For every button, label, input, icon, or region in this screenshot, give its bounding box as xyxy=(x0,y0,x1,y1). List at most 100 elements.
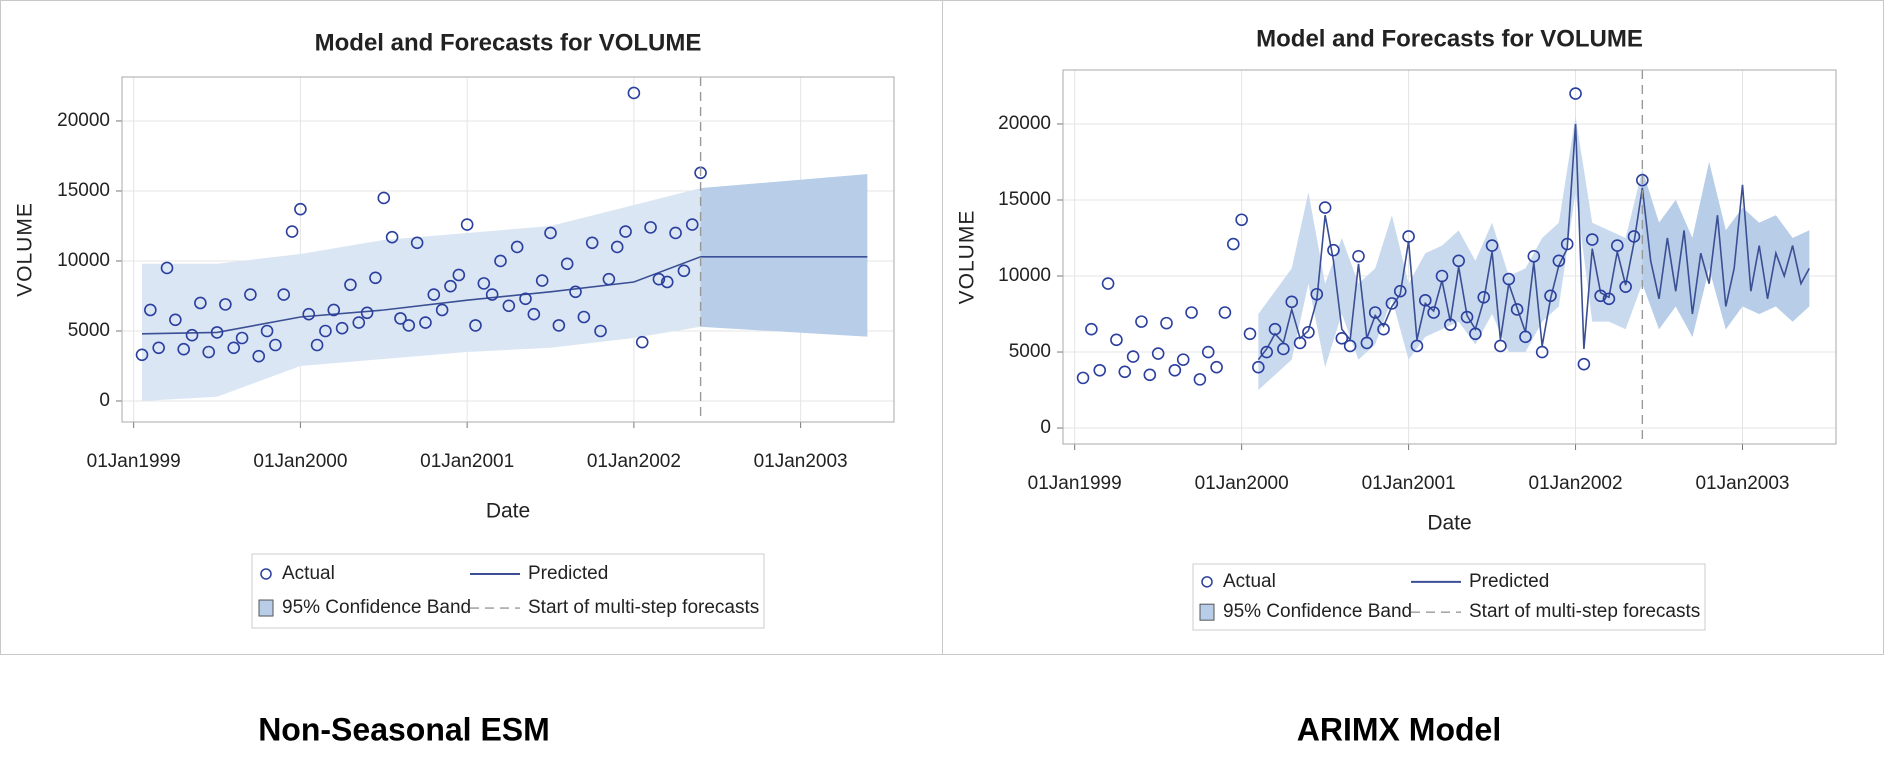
actual-point xyxy=(1327,243,1340,257)
actual-point xyxy=(677,264,691,278)
actual-point xyxy=(1377,322,1390,336)
actual-point xyxy=(160,261,174,275)
actual-point xyxy=(1619,280,1632,293)
actual-point xyxy=(1602,292,1616,306)
actual-point xyxy=(1260,345,1273,359)
actual-point xyxy=(452,268,466,282)
plot-frame xyxy=(121,76,895,423)
actual-point xyxy=(1252,360,1265,374)
actual-point xyxy=(1302,325,1315,339)
actual-point xyxy=(660,275,674,289)
legend-box xyxy=(251,553,765,629)
actual-point xyxy=(1352,249,1365,263)
actual-point xyxy=(144,303,157,317)
actual-point xyxy=(1385,297,1399,310)
legend-label: Actual xyxy=(282,563,335,584)
actual-point xyxy=(1160,316,1173,330)
actual-point xyxy=(1444,318,1457,331)
actual-point xyxy=(460,218,474,231)
y-tick-label: 5000 xyxy=(68,320,110,341)
actual-point xyxy=(1502,272,1516,286)
actual-point xyxy=(1585,233,1599,246)
y-axis-label: VOLUME xyxy=(14,202,37,297)
actual-point xyxy=(402,319,416,332)
x-tick-label: 01Jan2002 xyxy=(587,451,681,472)
actual-point xyxy=(594,324,607,338)
actual-point xyxy=(185,328,199,342)
actual-point xyxy=(1627,230,1641,243)
actual-point xyxy=(1510,303,1524,316)
actual-point xyxy=(269,338,282,352)
actual-point xyxy=(1093,363,1107,377)
actual-point xyxy=(1176,353,1190,366)
legend-marker xyxy=(1199,603,1215,621)
actual-point xyxy=(344,278,357,292)
forecast-band xyxy=(1642,161,1810,337)
actual-point xyxy=(252,349,266,363)
actual-point xyxy=(1485,239,1499,252)
y-axis-label: VOLUME xyxy=(956,210,979,305)
legend-marker xyxy=(1201,576,1213,588)
legend-label: 95% Confidence Band xyxy=(282,597,471,618)
actual-point xyxy=(510,240,524,254)
actual-point xyxy=(1477,290,1491,304)
legend-label: Start of multi-step forecasts xyxy=(1469,601,1700,622)
actual-point xyxy=(1110,333,1123,347)
y-tick-label: 10000 xyxy=(998,265,1051,286)
actual-point xyxy=(1527,249,1541,263)
actual-point xyxy=(1235,213,1248,227)
actual-point xyxy=(560,257,574,271)
actual-point xyxy=(1610,239,1624,252)
x-tick-label: 01Jan2003 xyxy=(1695,473,1789,494)
actual-point xyxy=(1210,360,1223,374)
actual-point xyxy=(1418,294,1432,307)
actual-point xyxy=(1427,306,1440,319)
actual-point xyxy=(285,225,299,238)
actual-point xyxy=(1143,368,1157,382)
actual-point xyxy=(569,285,582,299)
actual-point xyxy=(1293,336,1307,350)
actual-point xyxy=(619,225,632,238)
actual-point xyxy=(1368,306,1382,319)
actual-point xyxy=(1277,342,1290,356)
legend-marker xyxy=(260,568,272,580)
predicted-line xyxy=(141,255,868,335)
actual-point xyxy=(210,326,224,339)
y-tick-label: 15000 xyxy=(57,180,110,201)
plot-frame xyxy=(1062,69,1837,445)
actual-point xyxy=(535,274,549,287)
actual-point xyxy=(444,279,457,293)
actual-point xyxy=(1318,201,1332,214)
actual-point xyxy=(377,191,391,205)
actual-point xyxy=(1101,277,1115,290)
y-tick-label: 0 xyxy=(1040,417,1051,438)
actual-point xyxy=(610,240,624,254)
actual-point xyxy=(177,342,190,356)
chart-title: Model and Forecasts for VOLUME xyxy=(1256,25,1643,52)
actual-point xyxy=(1135,315,1148,328)
actual-point xyxy=(1085,322,1098,336)
forecast-region xyxy=(1642,161,1810,337)
actual-point xyxy=(519,292,532,306)
actual-point xyxy=(360,306,374,320)
actual-point xyxy=(669,226,682,240)
actual-point xyxy=(310,338,324,352)
actual-point xyxy=(485,288,499,301)
actual-point xyxy=(477,277,491,290)
actual-point xyxy=(219,298,232,311)
actual-point xyxy=(552,319,566,332)
legend-marker xyxy=(258,599,274,617)
actual-point xyxy=(1569,87,1582,100)
actual-point xyxy=(1594,289,1607,303)
actual-point xyxy=(1393,284,1407,298)
actual-point xyxy=(1118,365,1132,379)
actual-point xyxy=(202,345,216,359)
plot xyxy=(1076,87,1810,391)
actual-point xyxy=(1452,254,1465,268)
actual-point xyxy=(1577,357,1591,371)
legend-label: 95% Confidence Band xyxy=(1223,601,1412,622)
actual-point xyxy=(602,272,616,286)
actual-point xyxy=(1201,345,1215,359)
actual-point xyxy=(1469,327,1482,341)
